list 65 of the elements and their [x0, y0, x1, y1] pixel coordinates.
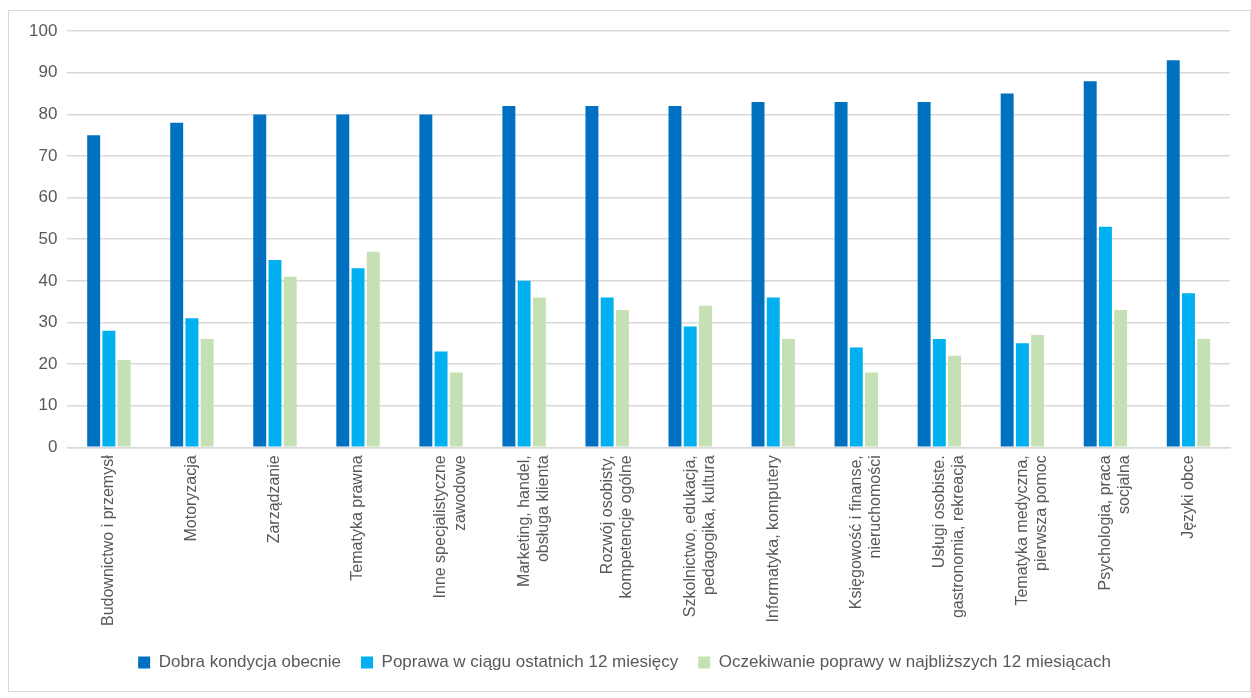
x-tick-label: Inne specjalistyczne zawodowe [431, 455, 468, 599]
x-tick-label: Języki obce [1178, 455, 1196, 539]
bar [1015, 343, 1029, 447]
y-tick-label: 80 [38, 104, 58, 124]
bar [502, 106, 516, 447]
bar [668, 106, 682, 447]
y-tick-label: 0 [47, 436, 58, 456]
bar [532, 297, 546, 447]
bar [585, 106, 599, 447]
bar [200, 339, 214, 447]
x-tick-label: Psychologia, praca socjalna [1095, 455, 1133, 591]
legend-label: Dobra kondycja obecnie [158, 652, 342, 672]
y-tick-label: 100 [28, 20, 58, 40]
bar [917, 101, 931, 447]
bar [782, 339, 795, 447]
bar [449, 372, 463, 447]
bar [1000, 93, 1014, 447]
y-tick-label: 70 [38, 145, 58, 165]
bar [683, 326, 697, 447]
bar [366, 251, 380, 447]
x-tick-label: Tematyka prawna [348, 455, 366, 581]
x-tick-label: Księgowość i finanse, nieruchomości [846, 455, 883, 610]
bar [283, 276, 297, 447]
bar [1098, 226, 1112, 447]
bar [615, 309, 629, 447]
bar [434, 351, 448, 447]
bar [1182, 293, 1195, 447]
bar [849, 347, 863, 447]
bar [517, 280, 531, 447]
bar [117, 359, 131, 447]
bar [1114, 309, 1128, 447]
bar [87, 135, 101, 447]
x-tick-label: Motoryzacja [182, 455, 200, 542]
bar [351, 268, 365, 447]
bar [102, 330, 116, 447]
y-tick-label: 30 [38, 312, 58, 332]
x-tick-label: Informatyka, komputery [763, 455, 781, 623]
y-tick-label: 20 [38, 353, 58, 373]
bar [1031, 334, 1045, 447]
bar [170, 122, 184, 447]
y-tick-label: 40 [38, 270, 58, 290]
bar [253, 114, 267, 447]
bar [268, 260, 282, 447]
bar [1083, 81, 1097, 447]
bar [948, 355, 962, 447]
bar [1197, 339, 1211, 447]
bar [865, 372, 878, 447]
bar [600, 297, 614, 447]
y-tick-label: 10 [38, 395, 58, 415]
y-tick-label: 90 [38, 62, 58, 82]
y-tick-label: 60 [38, 187, 58, 207]
bar [834, 101, 848, 447]
bar [1166, 60, 1180, 447]
bar [932, 339, 946, 447]
bar [698, 305, 712, 447]
bar [766, 297, 780, 447]
legend-label: Poprawa w ciągu ostatnich 12 miesięcy [381, 652, 679, 672]
x-tick-label: Budownictwo i przemysł [99, 454, 117, 627]
x-tick-label: Zarządzanie [265, 455, 283, 544]
y-tick-label: 50 [38, 228, 58, 248]
bar [751, 101, 765, 447]
bar [336, 114, 350, 447]
legend-label: Oczekiwanie poprawy w najbliższych 12 miesiącach [718, 652, 1111, 672]
bar [185, 318, 199, 447]
bar [419, 114, 433, 447]
